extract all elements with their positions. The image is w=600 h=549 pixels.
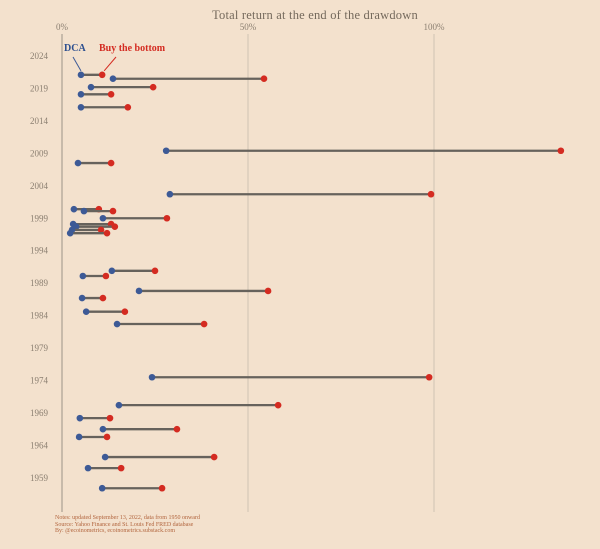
dca-dot [162,147,170,155]
buy-bottom-dot [149,83,157,91]
dca-dot [115,401,123,409]
legend-dca-pointer [72,56,82,72]
buy-bottom-dot [274,401,282,409]
buy-bottom-dot [425,373,433,381]
buy-bottom-dot [200,320,208,328]
y-tick-label: 1989 [30,278,49,288]
dca-dot [74,159,82,167]
y-tick-label: 2014 [30,116,49,126]
dca-dot [77,71,85,79]
dca-dot [148,373,156,381]
buy-bottom-dot [151,267,159,275]
buy-bottom-dot [111,223,119,230]
dca-dot [79,272,87,280]
legend-dca-label: DCA [64,43,86,54]
dca-dot [77,90,85,98]
dca-dot [80,207,88,215]
dca-dot [108,267,116,275]
y-tick-label: 2009 [30,148,49,158]
buy-bottom-dot [173,425,181,433]
dca-dot [135,287,143,295]
buy-bottom-dot [107,90,115,98]
footer-note-line: Notes: updated September 13, 2022, data … [55,515,200,521]
y-tick-label: 1979 [30,343,49,353]
buy-bottom-dot [99,294,107,302]
buy-bottom-dot [97,226,105,234]
legend-buy-bottom-pointer [103,56,117,72]
dca-dot [78,294,86,302]
dca-dot [66,229,74,237]
buy-bottom-dot [264,287,272,295]
dca-dot [84,464,92,472]
y-tick-label: 1964 [30,440,49,450]
y-tick-label: 1999 [30,213,49,223]
buy-bottom-dot [107,159,115,167]
footer-byline: By: @ecoinometrics, ecoinometrics.substa… [55,528,175,534]
x-tick-label: 100% [424,22,446,32]
y-tick-label: 1959 [30,473,49,483]
buy-bottom-dot [427,190,435,198]
chart-title: Total return at the end of the drawdown [212,8,418,22]
dca-dot [101,453,109,461]
dca-dot [70,205,78,213]
y-tick-label: 2019 [30,83,49,93]
dca-dot [166,190,174,198]
footer-notes: Notes: updated September 13, 2022, data … [55,515,200,535]
buy-bottom-dot [210,453,218,461]
buy-bottom-dot [98,71,106,79]
dca-dot [99,425,107,433]
buy-bottom-dot [117,464,125,472]
legend-buy-bottom-label: Buy the bottom [99,43,166,54]
buy-bottom-dot [106,414,114,422]
buy-bottom-dot [557,147,565,155]
footer-source-line: Source: Yahoo Finance and St. Louis Fed … [55,521,194,528]
dca-dot [98,484,106,492]
buy-bottom-dot [109,207,117,215]
buy-bottom-dot [102,272,110,280]
y-tick-label: 1984 [30,311,49,321]
y-tick-label: 2004 [30,181,49,191]
buy-bottom-dot [260,75,268,83]
y-tick-label: 1974 [30,376,49,386]
dca-dot [113,320,121,328]
y-tick-label: 2024 [30,51,49,61]
dca-dot [77,103,85,111]
buy-bottom-dot [163,214,171,222]
buy-bottom-dot [158,484,166,492]
y-tick-label: 1969 [30,408,49,418]
x-tick-label: 50% [240,22,257,32]
x-tick-label: 0% [56,22,69,32]
buy-bottom-dot [124,103,132,111]
dca-dot [109,75,117,83]
dca-dot [82,308,90,316]
dca-dot [87,83,95,91]
buy-bottom-dot [103,229,111,237]
y-tick-label: 1994 [30,246,49,256]
buy-bottom-dot [121,308,129,316]
buy-bottom-dot [103,433,111,441]
dca-dot [76,414,84,422]
dca-dot [99,214,107,222]
dca-dot [75,433,83,441]
